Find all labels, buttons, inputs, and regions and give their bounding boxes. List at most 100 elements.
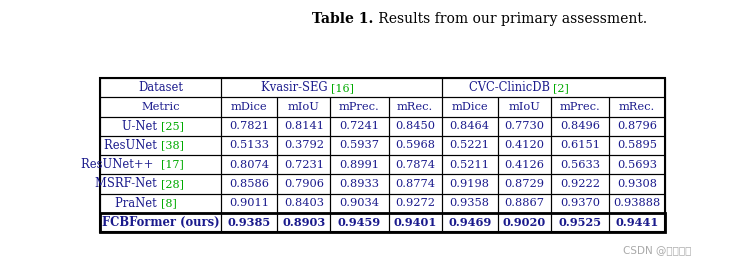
Bar — [498, 117, 551, 136]
Bar — [609, 194, 666, 213]
Text: [28]: [28] — [161, 179, 184, 189]
Text: Table 1.: Table 1. — [312, 12, 374, 26]
Bar — [441, 155, 498, 174]
Text: Kvasir-SEG: Kvasir-SEG — [261, 81, 331, 94]
Text: 0.8464: 0.8464 — [450, 121, 490, 131]
Bar — [100, 194, 221, 213]
Bar — [277, 174, 330, 194]
Bar — [277, 117, 330, 136]
Bar — [441, 97, 498, 117]
Text: 0.5633: 0.5633 — [560, 160, 600, 170]
Text: Dataset: Dataset — [138, 81, 183, 94]
Text: [8]: [8] — [161, 198, 176, 208]
Text: 0.9358: 0.9358 — [450, 198, 490, 208]
Text: 0.9272: 0.9272 — [395, 198, 435, 208]
Text: 0.7231: 0.7231 — [284, 160, 323, 170]
Bar — [277, 97, 330, 117]
Text: 0.8074: 0.8074 — [229, 160, 269, 170]
Bar — [441, 213, 498, 232]
Text: [17]: [17] — [161, 160, 184, 170]
Bar — [498, 97, 551, 117]
Text: 0.9401: 0.9401 — [394, 217, 437, 228]
Text: 0.8729: 0.8729 — [504, 179, 545, 189]
Text: 0.9020: 0.9020 — [503, 217, 546, 228]
Text: 0.9370: 0.9370 — [560, 198, 600, 208]
Bar — [221, 213, 277, 232]
Bar — [441, 117, 498, 136]
Text: 0.5211: 0.5211 — [450, 160, 490, 170]
Bar — [330, 213, 388, 232]
Bar — [441, 78, 666, 97]
Text: mIoU: mIoU — [508, 102, 540, 112]
Text: Results from our primary assessment.: Results from our primary assessment. — [374, 12, 647, 26]
Text: MSRF-Net: MSRF-Net — [96, 178, 161, 190]
Bar — [498, 194, 551, 213]
Bar — [388, 194, 441, 213]
Text: 0.9525: 0.9525 — [559, 217, 601, 228]
Text: 0.8796: 0.8796 — [617, 121, 657, 131]
Bar — [609, 136, 666, 155]
Text: mDice: mDice — [451, 102, 488, 112]
Bar — [609, 174, 666, 194]
Text: 0.5693: 0.5693 — [617, 160, 657, 170]
Text: FCBFormer (ours): FCBFormer (ours) — [102, 216, 220, 229]
Bar — [100, 78, 221, 97]
Bar — [388, 117, 441, 136]
Text: 0.5968: 0.5968 — [395, 140, 435, 150]
Bar — [100, 136, 221, 155]
Bar — [330, 155, 388, 174]
Bar — [551, 97, 609, 117]
Bar — [498, 136, 551, 155]
Bar — [221, 174, 277, 194]
Text: mPrec.: mPrec. — [560, 102, 601, 112]
Text: 0.8586: 0.8586 — [229, 179, 269, 189]
Bar — [221, 78, 441, 97]
Bar — [551, 213, 609, 232]
Bar — [277, 194, 330, 213]
Bar — [609, 155, 666, 174]
Text: 0.93888: 0.93888 — [613, 198, 661, 208]
Text: 0.9308: 0.9308 — [617, 179, 657, 189]
Bar — [388, 136, 441, 155]
Text: 0.8903: 0.8903 — [282, 217, 326, 228]
Bar — [100, 213, 666, 232]
Bar — [277, 155, 330, 174]
Text: 0.9198: 0.9198 — [450, 179, 490, 189]
Text: 0.9222: 0.9222 — [560, 179, 600, 189]
Bar — [388, 155, 441, 174]
Text: 0.7874: 0.7874 — [395, 160, 435, 170]
Bar — [330, 117, 388, 136]
Text: 0.7241: 0.7241 — [339, 121, 379, 131]
Bar — [100, 155, 221, 174]
Bar — [551, 174, 609, 194]
Bar — [277, 136, 330, 155]
Bar — [330, 97, 388, 117]
Text: 0.8141: 0.8141 — [284, 121, 323, 131]
Bar — [609, 97, 666, 117]
Bar — [100, 213, 221, 232]
Bar — [388, 174, 441, 194]
Bar — [551, 117, 609, 136]
Bar — [498, 155, 551, 174]
Text: 0.5221: 0.5221 — [450, 140, 490, 150]
Text: 0.5937: 0.5937 — [339, 140, 379, 150]
Text: 0.8774: 0.8774 — [395, 179, 435, 189]
Bar — [441, 136, 498, 155]
Text: 0.7906: 0.7906 — [284, 179, 323, 189]
Text: 0.9385: 0.9385 — [228, 217, 270, 228]
Text: mRec.: mRec. — [619, 102, 655, 112]
Text: mDice: mDice — [231, 102, 267, 112]
Text: 0.5895: 0.5895 — [617, 140, 657, 150]
Text: 0.8450: 0.8450 — [395, 121, 435, 131]
Text: [25]: [25] — [161, 121, 184, 131]
Bar — [330, 136, 388, 155]
Text: ResUNet++: ResUNet++ — [81, 158, 161, 171]
Bar — [551, 194, 609, 213]
Bar — [100, 78, 666, 232]
Text: 0.4120: 0.4120 — [504, 140, 545, 150]
Bar — [221, 97, 277, 117]
Text: [38]: [38] — [161, 140, 184, 150]
Text: 0.8867: 0.8867 — [504, 198, 545, 208]
Bar — [441, 174, 498, 194]
Bar — [330, 194, 388, 213]
